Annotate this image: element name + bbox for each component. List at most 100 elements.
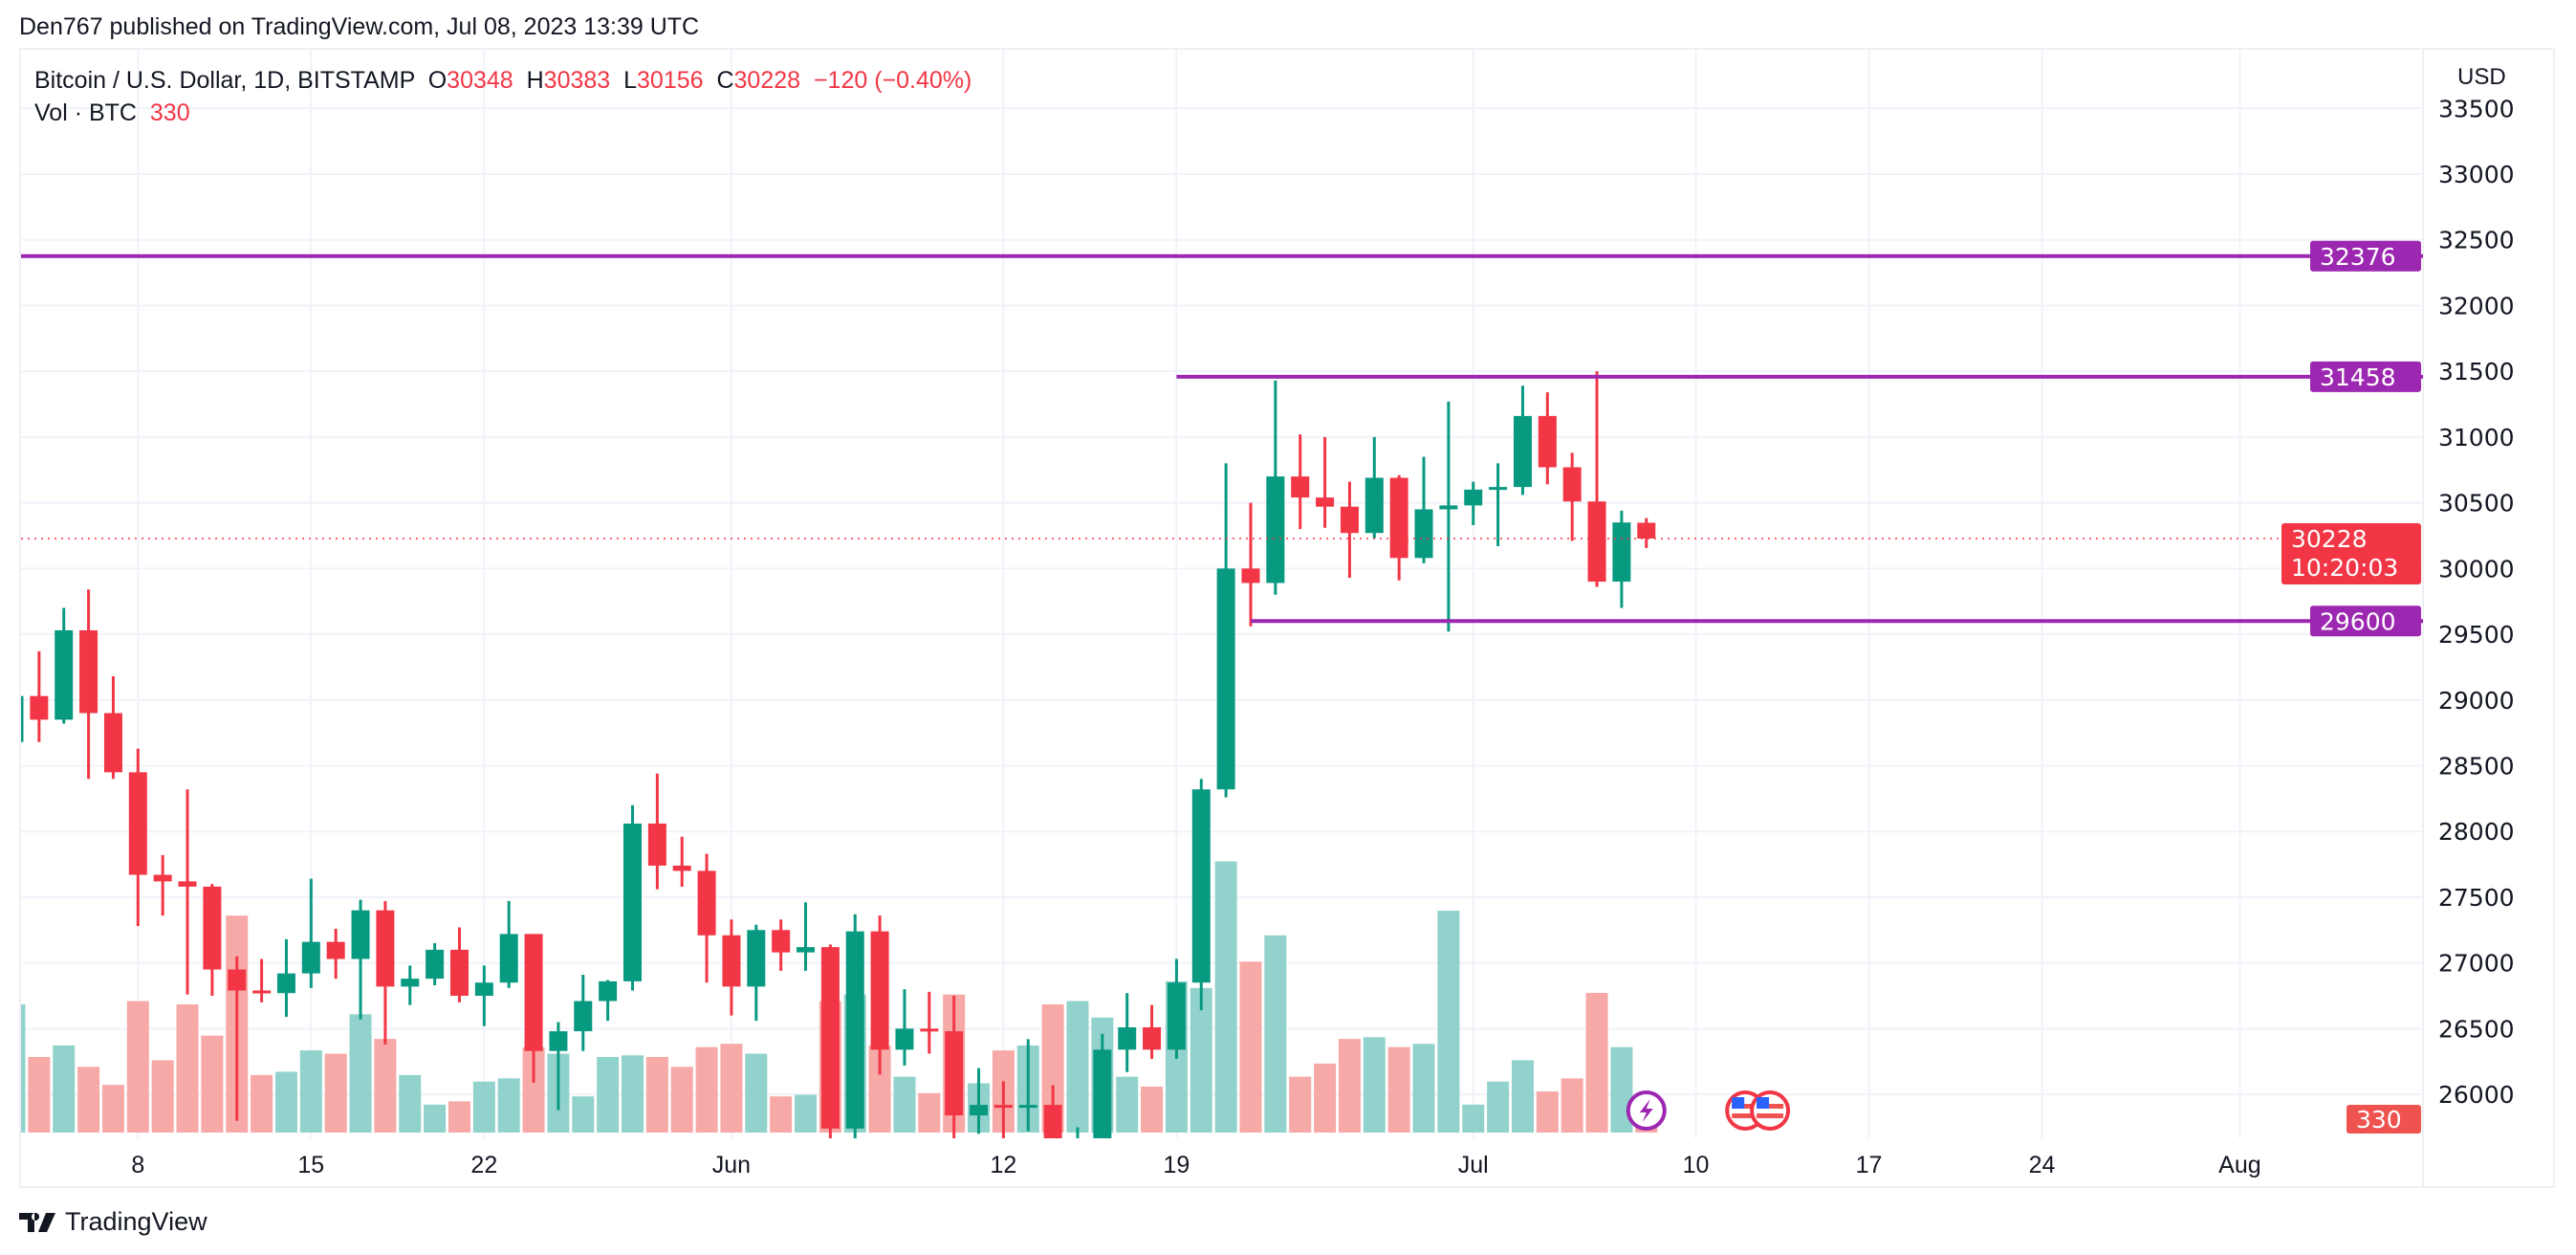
candle[interactable] <box>474 965 493 1026</box>
volume-bar <box>101 1085 124 1133</box>
candle[interactable] <box>1216 463 1235 798</box>
candle[interactable] <box>1562 452 1582 541</box>
candle[interactable] <box>426 943 445 986</box>
candle[interactable] <box>228 956 247 1121</box>
candle[interactable] <box>820 944 840 1173</box>
candle[interactable] <box>697 853 716 983</box>
time-tick-label: 22 <box>470 1152 497 1178</box>
candle[interactable] <box>153 854 172 916</box>
candle[interactable] <box>1364 436 1384 539</box>
candle[interactable] <box>6 666 24 814</box>
open-label: O <box>427 67 448 94</box>
candle[interactable] <box>1538 392 1557 485</box>
time-tick-label: 8 <box>131 1152 144 1178</box>
candle[interactable] <box>772 919 791 971</box>
symbol-name[interactable]: Bitcoin / U.S. Dollar, 1D, BITSTAMP <box>34 67 415 94</box>
candle[interactable] <box>376 901 395 1045</box>
candle[interactable] <box>747 924 766 1022</box>
candle[interactable] <box>1018 1039 1037 1132</box>
volume-label[interactable]: Vol · BTC <box>34 99 137 126</box>
candle[interactable] <box>524 934 543 1083</box>
volume-bar <box>448 1101 470 1133</box>
volume-bar <box>1289 1076 1312 1133</box>
candle[interactable] <box>1266 380 1285 595</box>
candle[interactable] <box>895 989 914 1066</box>
us-flag-icon[interactable] <box>1750 1090 1791 1131</box>
candle-body <box>351 910 370 959</box>
candle[interactable] <box>103 676 122 780</box>
candle[interactable] <box>326 928 345 980</box>
candle[interactable] <box>1464 481 1483 525</box>
candle[interactable] <box>499 901 518 988</box>
volume-bar <box>28 1056 51 1133</box>
candle[interactable] <box>1043 1085 1062 1247</box>
candle[interactable] <box>870 915 889 1075</box>
candle[interactable] <box>301 878 320 988</box>
candle[interactable] <box>276 938 295 1017</box>
candle[interactable] <box>30 650 49 742</box>
candle[interactable] <box>1167 958 1186 1059</box>
volume-bar <box>324 1053 347 1133</box>
candle[interactable] <box>1191 779 1211 1011</box>
candle[interactable] <box>993 1081 1013 1140</box>
candle-body <box>1637 522 1656 539</box>
candle[interactable] <box>55 607 74 724</box>
candle[interactable] <box>599 980 618 1022</box>
candle[interactable] <box>549 1022 568 1111</box>
candle[interactable] <box>1414 456 1433 563</box>
high-label: H <box>526 67 544 94</box>
candle[interactable] <box>1637 517 1656 548</box>
candle[interactable] <box>623 804 642 991</box>
volume-bar <box>1511 1060 1534 1133</box>
candle[interactable] <box>722 919 741 1016</box>
tradingview-logo[interactable]: TradingView <box>19 1207 207 1237</box>
candle[interactable] <box>1389 474 1408 581</box>
price-tick-label: 28500 <box>2438 752 2515 780</box>
candle[interactable] <box>797 902 816 971</box>
price-tick-label: 32000 <box>2438 292 2515 319</box>
candle[interactable] <box>79 589 98 780</box>
candle[interactable] <box>351 899 370 1020</box>
candle[interactable] <box>203 884 222 996</box>
candle[interactable] <box>1316 436 1335 528</box>
candle[interactable] <box>1340 481 1359 578</box>
candle-body <box>1389 477 1408 559</box>
volume-bar <box>424 1104 447 1133</box>
candle[interactable] <box>401 965 420 1005</box>
candle[interactable] <box>1513 385 1532 495</box>
candle[interactable] <box>1291 434 1310 530</box>
volume-bar <box>670 1067 693 1133</box>
candle[interactable] <box>1612 510 1631 608</box>
candle[interactable] <box>970 1068 989 1134</box>
price-line-label: 29600 <box>2320 607 2396 635</box>
candle[interactable] <box>647 773 666 890</box>
candle[interactable] <box>1489 463 1508 546</box>
lightning-icon[interactable] <box>1626 1090 1667 1131</box>
candle[interactable] <box>574 975 593 1051</box>
candle[interactable] <box>1143 1004 1162 1059</box>
plot-area <box>6 371 1658 1254</box>
flag-stripe <box>1757 1113 1784 1118</box>
candle[interactable] <box>1241 502 1260 627</box>
volume-bar <box>770 1096 793 1133</box>
candle[interactable] <box>672 836 691 887</box>
volume-bar <box>126 1001 149 1133</box>
candle[interactable] <box>1118 993 1137 1072</box>
candle-body <box>1489 487 1508 491</box>
candle[interactable] <box>1068 1127 1086 1254</box>
candle[interactable] <box>178 789 197 995</box>
candle[interactable] <box>449 927 469 1002</box>
price-tick-label: 32500 <box>2438 227 2515 254</box>
candle[interactable] <box>252 958 272 1002</box>
candle[interactable] <box>1093 1033 1112 1202</box>
candle[interactable] <box>920 991 939 1054</box>
candle[interactable] <box>1587 371 1606 587</box>
candle-body <box>1043 1105 1062 1138</box>
candle-body <box>401 979 420 987</box>
candle[interactable] <box>1439 401 1458 632</box>
candle[interactable] <box>845 914 864 1177</box>
candle[interactable] <box>945 996 964 1174</box>
candle-body <box>326 941 345 959</box>
candle[interactable] <box>128 748 147 927</box>
